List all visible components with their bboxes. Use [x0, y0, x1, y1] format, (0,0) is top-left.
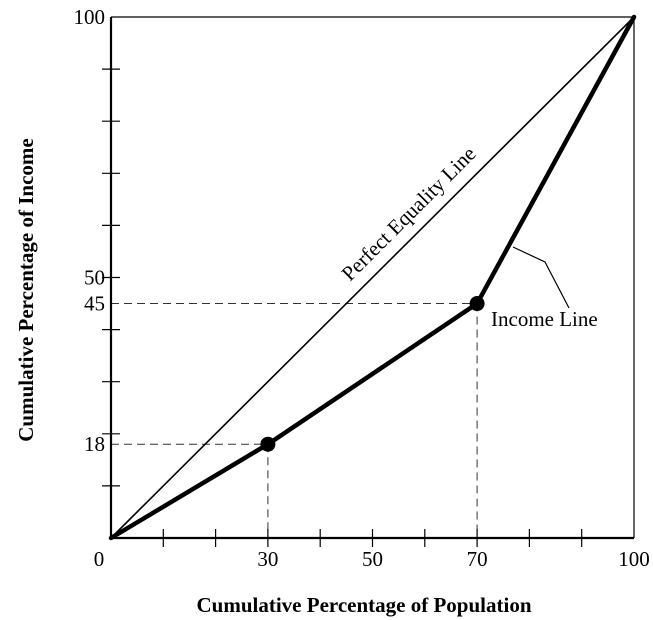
reference-lines — [111, 303, 478, 538]
y-tick-label: 100 — [74, 5, 106, 29]
y-axis-title: Cumulative Percentage of Income — [14, 138, 38, 441]
income-line-label: Income Line — [491, 307, 598, 331]
series — [108, 14, 637, 541]
x-axis-title: Cumulative Percentage of Population — [197, 593, 532, 617]
income-line — [108, 14, 637, 541]
y-tick-label: 45 — [84, 292, 105, 316]
x-tick-label: 100 — [618, 547, 650, 571]
income-line-marker — [260, 436, 276, 452]
origin-label: 0 — [94, 547, 105, 571]
x-tick-label: 70 — [467, 547, 488, 571]
income-line-marker — [469, 296, 485, 312]
y-tick-label: 50 — [84, 266, 105, 290]
y-tick-label: 18 — [84, 432, 105, 456]
x-tick-label: 50 — [362, 547, 383, 571]
income-line-leader — [512, 246, 570, 309]
perfect-equality-line-label: Perfect Equality Line — [337, 142, 481, 286]
income-line-callout: Income Line — [491, 246, 598, 331]
x-tick-label: 30 — [257, 547, 278, 571]
perfect-equality-line — [110, 16, 635, 539]
